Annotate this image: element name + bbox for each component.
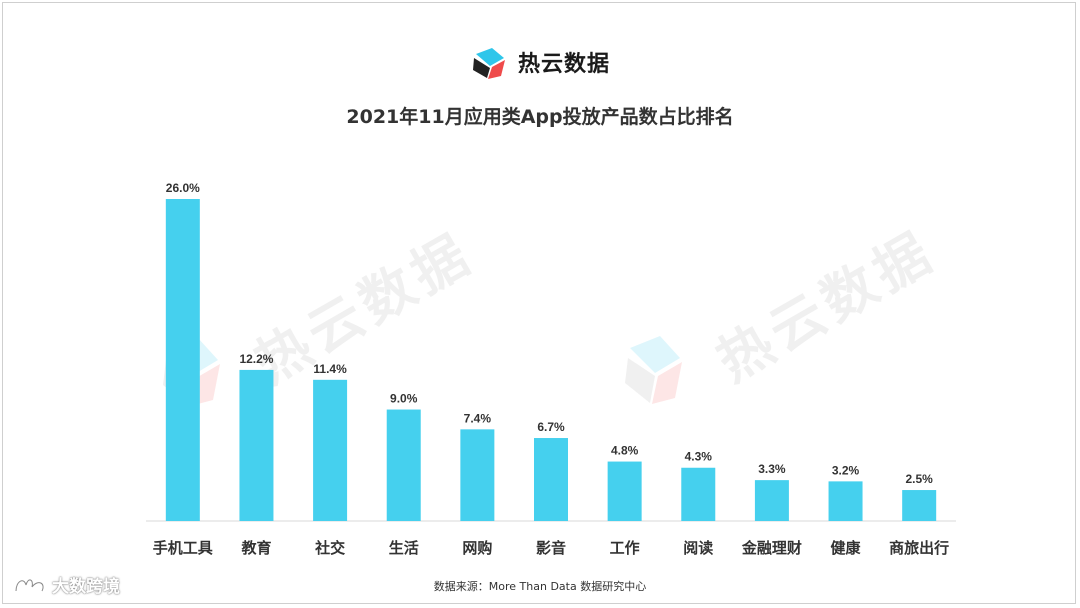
bar bbox=[386, 409, 421, 521]
reyun-logo-icon bbox=[472, 48, 505, 79]
x-tick-label: 工作 bbox=[610, 539, 640, 557]
bar-value-label: 26.0% bbox=[166, 181, 200, 195]
bar-value-label: 9.0% bbox=[390, 392, 418, 406]
x-tick-label: 生活 bbox=[389, 539, 419, 557]
bar bbox=[460, 429, 495, 521]
x-tick-label: 阅读 bbox=[683, 539, 713, 557]
chart-title: 2021年11月应用类App投放产品数占比排名 bbox=[346, 106, 734, 128]
brand-header: 热云数据 bbox=[0, 44, 1080, 80]
bar bbox=[681, 467, 716, 521]
bar-value-label: 4.3% bbox=[685, 450, 713, 464]
x-tick-label: 社交 bbox=[314, 539, 345, 557]
x-tick-label: 影音 bbox=[536, 539, 566, 557]
x-tick-label: 手机工具 bbox=[153, 539, 213, 557]
bar bbox=[607, 461, 642, 521]
x-tick-label: 网购 bbox=[462, 539, 492, 557]
bar-value-label: 3.2% bbox=[832, 463, 860, 477]
bar-value-label: 3.3% bbox=[758, 462, 786, 476]
bar-value-label: 7.4% bbox=[464, 411, 492, 425]
bar bbox=[754, 480, 789, 521]
bar-value-label: 4.8% bbox=[611, 444, 639, 458]
corner-label: 大数跨境 bbox=[52, 577, 120, 597]
bar-value-label: 12.2% bbox=[239, 352, 273, 366]
bar bbox=[239, 369, 274, 521]
bar bbox=[165, 199, 200, 521]
corner-watermark: 大数跨境 bbox=[12, 572, 120, 597]
bar-value-label: 11.4% bbox=[313, 362, 347, 376]
bar-value-label: 6.7% bbox=[537, 420, 565, 434]
bar bbox=[534, 438, 568, 521]
x-tick-label: 商旅出行 bbox=[889, 539, 949, 557]
source-note: 数据来源：More Than Data 数据研究中心 bbox=[433, 580, 647, 593]
brand-name: 热云数据 bbox=[517, 52, 610, 77]
x-tick-label: 金融理财 bbox=[741, 539, 802, 557]
x-tick-label: 教育 bbox=[240, 539, 271, 557]
bar-value-label: 2.5% bbox=[906, 472, 934, 486]
dashujingjing-logo-icon bbox=[14, 578, 45, 592]
bar bbox=[313, 379, 348, 521]
bar bbox=[828, 481, 863, 521]
bar bbox=[902, 490, 937, 521]
x-tick-label: 健康 bbox=[831, 539, 862, 557]
